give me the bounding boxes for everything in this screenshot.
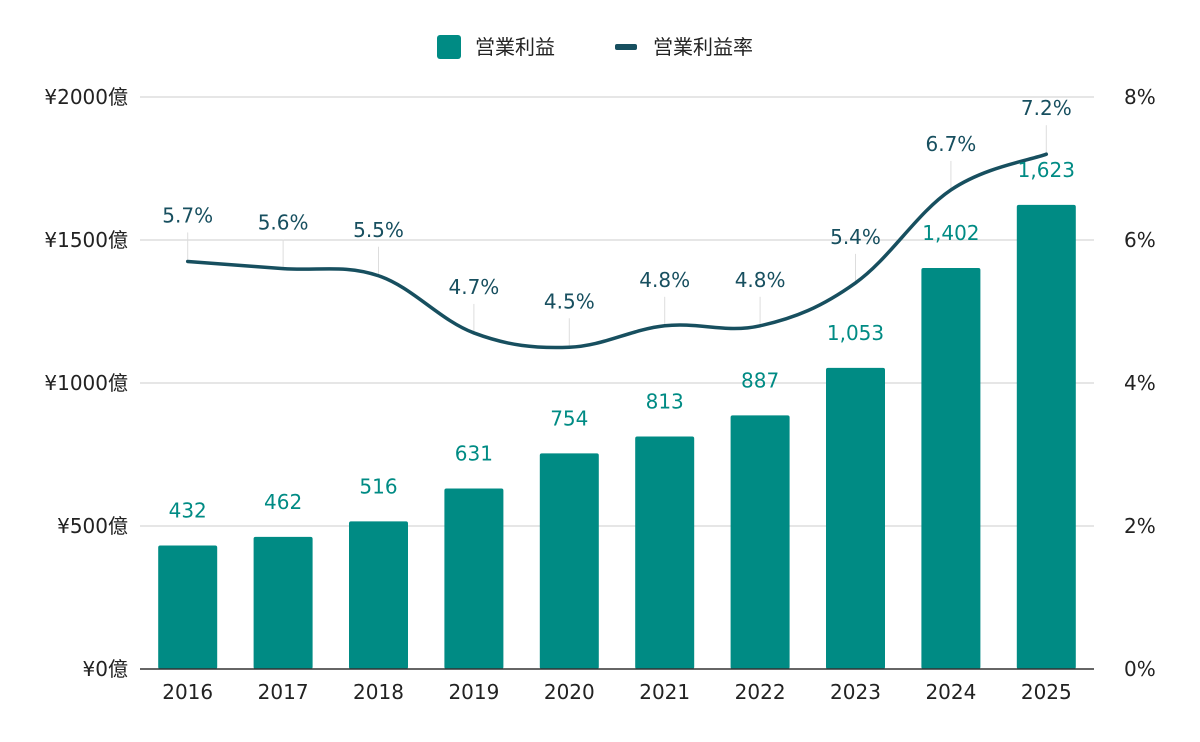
legend-swatch-bar — [437, 35, 461, 59]
line-series — [185, 152, 1049, 350]
bar-data-label: 1,402 — [922, 221, 979, 245]
x-tick-label: 2023 — [830, 680, 881, 704]
bar-data-label: 516 — [359, 474, 397, 498]
label-connectors — [187, 125, 1047, 348]
legend: 営業利益 営業利益率 — [437, 35, 753, 59]
right-tick-label: 8% — [1124, 85, 1156, 109]
line-data-label: 5.6% — [258, 211, 309, 235]
line-data-label: 6.7% — [925, 132, 976, 156]
line-data-label: 4.5% — [544, 289, 595, 313]
line-data-label: 4.7% — [448, 275, 499, 299]
bar-data-label: 1,053 — [827, 321, 884, 345]
x-tick-label: 2024 — [925, 680, 976, 704]
x-tick-label: 2025 — [1021, 680, 1072, 704]
bar-series — [158, 204, 1076, 669]
bar — [635, 436, 695, 669]
bar-data-label: 1,623 — [1018, 158, 1075, 182]
line-data-label: 4.8% — [639, 268, 690, 292]
legend-label: 営業利益率 — [653, 35, 753, 59]
right-tick-label: 2% — [1124, 514, 1156, 538]
bar-data-labels: 432 462 516 631 754 813 887 1,053 1,402 1,623 — [169, 158, 1075, 523]
x-tick-label: 2018 — [353, 680, 404, 704]
line-data-label: 5.5% — [353, 218, 404, 242]
left-tick-label: ¥2000億 — [44, 85, 128, 109]
legend-label: 営業利益 — [475, 35, 555, 59]
bar — [826, 367, 885, 669]
bar — [158, 545, 218, 669]
left-tick-label: ¥0億 — [83, 657, 128, 681]
x-tick-label: 2016 — [162, 680, 213, 704]
line-data-label: 4.8% — [735, 268, 786, 292]
bar-data-label: 631 — [455, 442, 493, 466]
x-tick-label: 2017 — [258, 680, 309, 704]
bar — [1016, 204, 1076, 669]
bar-data-label: 432 — [169, 498, 207, 522]
bar-data-label: 887 — [741, 368, 779, 392]
line-data-label: 5.4% — [830, 225, 881, 249]
bar — [349, 521, 408, 669]
left-axis: ¥0億 ¥500億 ¥1000億 ¥1500億 ¥2000億 — [44, 85, 128, 681]
left-tick-label: ¥1000億 — [44, 371, 128, 395]
right-tick-label: 0% — [1124, 657, 1156, 681]
right-tick-label: 6% — [1124, 228, 1156, 252]
line-data-label: 7.2% — [1021, 96, 1072, 120]
right-tick-label: 4% — [1124, 371, 1156, 395]
bar — [730, 415, 790, 669]
x-axis: 2016 2017 2018 2019 2020 2021 2022 2023 2024 2025 — [140, 668, 1094, 704]
legend-swatch-line — [615, 44, 637, 50]
bar — [921, 268, 981, 669]
line-data-labels: 5.7% 5.6% 5.5% 4.7% 4.5% 4.8% 4.8% 5.4% 6.7% 7.2% — [162, 96, 1071, 313]
bar — [539, 453, 599, 669]
bar — [444, 488, 504, 669]
x-tick-label: 2022 — [735, 680, 786, 704]
bar-data-label: 754 — [550, 406, 588, 430]
left-tick-label: ¥500億 — [57, 514, 128, 538]
bar — [253, 536, 313, 669]
left-tick-label: ¥1500億 — [44, 228, 128, 252]
bar-data-label: 813 — [646, 389, 684, 413]
right-axis: 0% 2% 4% 6% 8% — [1124, 85, 1156, 681]
line-path — [185, 152, 1049, 350]
line-data-label: 5.7% — [162, 203, 213, 227]
x-tick-label: 2020 — [544, 680, 595, 704]
x-tick-label: 2021 — [639, 680, 690, 704]
bar-data-label: 462 — [264, 490, 302, 514]
x-tick-label: 2019 — [448, 680, 499, 704]
